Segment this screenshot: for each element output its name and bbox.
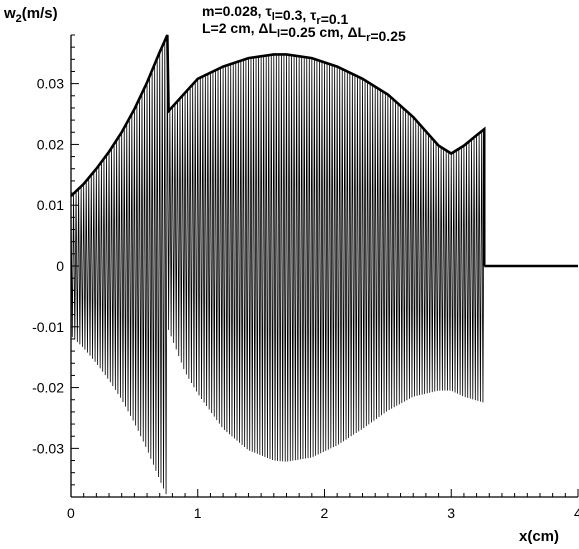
x-tick-label: 4: [574, 505, 579, 521]
x-tick-label: 2: [321, 505, 329, 521]
upper-envelope-line: [70, 34, 486, 266]
y-tick-label: 0: [56, 258, 64, 274]
chart-title-line2: L=2 cm, ΔLl=0.25 cm, ΔLr=0.25: [202, 20, 406, 44]
y-tick-label: 0.03: [37, 76, 64, 92]
x-axis-label: x(cm): [519, 528, 559, 545]
y-tick-label: 0.02: [37, 136, 64, 152]
y-tick-label: -0.03: [32, 440, 64, 456]
y-axis-label: w2(m/s): [3, 5, 58, 25]
chart-title-line1: m=0.028, τl=0.3, τr=0.1: [202, 3, 349, 27]
x-tick-label: 1: [194, 505, 202, 521]
x-tick-label: 3: [447, 505, 455, 521]
y-tick-label: 0.01: [37, 197, 64, 213]
x-tick-label: 0: [67, 505, 75, 521]
y-tick-label: -0.02: [32, 380, 64, 396]
y-tick-label: -0.01: [32, 319, 64, 335]
oscillating-velocity-trace: [70, 34, 485, 495]
